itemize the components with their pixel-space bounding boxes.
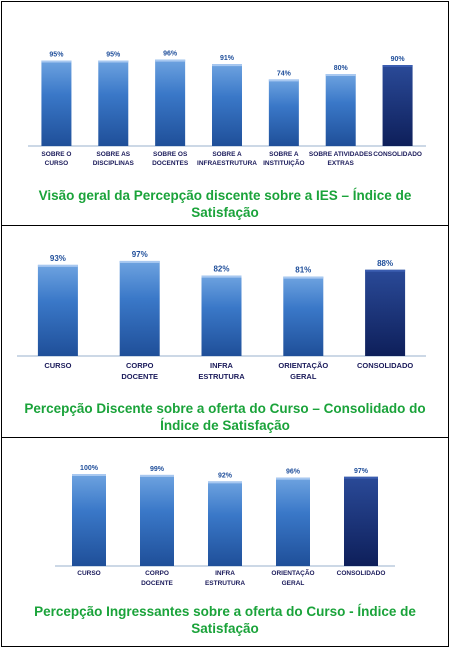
data-label: 95% [106,52,121,59]
chart-course-consolidated: 93% CURSO 97% CORPO DOCENTE 82% INFRA ESTRUTURA… [9,232,434,392]
chart-freshmen: 100% CURSO 99% CORPO DOCENTE 92% INFRA ESTRUTUR… [50,446,400,598]
category-label: ORIENTAÇÃO GERAL [278,361,328,381]
bar-top-highlight [382,65,413,67]
data-label: 74% [277,70,292,77]
data-label: 88% [377,259,393,268]
bar [325,74,356,146]
bar [268,79,299,146]
bar-top-highlight [276,477,310,480]
data-label: 96% [286,469,301,476]
bar [98,60,129,146]
bar [201,275,242,356]
bar-top-highlight [72,474,106,476]
bar [140,474,174,566]
category-label: ORIENTAÇÃO GERAL [271,568,314,587]
bar [72,474,106,566]
section-divider [1,225,449,226]
bar-chart-svg: 100% CURSO 99% CORPO DOCENTE 92% INFRA ESTRUTUR… [50,446,400,598]
bar [344,476,378,566]
category-label: SOBRE OS DOCENTES [152,151,189,167]
data-label: 90% [391,56,406,63]
data-label: 91% [220,55,235,62]
category-label: INFRA ESTRUTURA [198,361,245,381]
chart-course-consolidated-caption: Percepção Discente sobre a oferta do Cur… [24,401,426,433]
data-label: 93% [50,254,66,263]
data-label: 92% [218,472,233,479]
data-label: 95% [49,52,64,59]
chart-freshmen-caption: Percepção Ingressantes sobre a oferta do… [34,604,416,636]
category-label: SOBRE A INFRAESTRUTURA [197,151,257,167]
category-label: CURSO [77,570,100,577]
category-label: SOBRE AS DISCIPLINAS [93,151,135,167]
bar-top-highlight [98,60,129,63]
bar-top-highlight [365,269,406,272]
bar-top-highlight [268,79,299,82]
category-label: CORPO DOCENTE [121,361,158,381]
bar-top-highlight [119,260,160,263]
bar [283,276,324,356]
chart-ies-overview-caption: Visão geral da Percepção discente sobre … [38,188,412,220]
data-label: 100% [80,465,99,472]
bar-top-highlight [37,264,78,267]
bar [41,60,72,146]
bar [155,59,186,146]
bar-chart-svg: 95% SOBRE O CURSO 95% SOBRE AS DISCIPLINAS 96%… [18,14,436,177]
category-label: CONSOLIDADO [357,361,413,370]
category-label: SOBRE O CURSO [41,151,71,167]
data-label: 96% [163,51,178,58]
category-label: SOBRE ATIVIDADES EXTRAS [309,151,373,167]
category-label: CORPO DOCENTE [141,570,173,587]
bar-top-highlight [212,64,242,67]
bar-top-highlight [41,60,72,63]
bar [37,264,78,356]
bar [365,269,406,356]
data-label: 81% [295,266,311,275]
category-label: SOBRE A INSTITUIÇÃO [263,151,305,167]
data-label: 82% [213,265,229,274]
data-label: 97% [354,468,369,475]
category-label: CONSOLIDADO [373,151,422,158]
bar [212,64,242,146]
bar-chart-svg: 93% CURSO 97% CORPO DOCENTE 82% INFRA ESTRUTURA… [9,232,434,392]
bar-top-highlight [140,474,174,477]
bar-top-highlight [155,59,186,62]
bar-top-highlight [283,276,324,279]
bar [382,65,413,146]
category-label: CONSOLIDADO [337,570,386,577]
data-label: 80% [334,65,349,72]
category-label: CURSO [44,361,71,370]
data-label: 99% [150,466,165,473]
bar [276,477,310,566]
bar-top-highlight [208,481,242,484]
category-label: INFRA ESTRUTURA [205,570,245,587]
chart-ies-overview: 95% SOBRE O CURSO 95% SOBRE AS DISCIPLINAS 96%… [18,14,436,177]
bar [208,481,242,566]
bar-top-highlight [325,74,356,76]
bar-top-highlight [201,275,242,278]
section-divider [1,437,449,438]
data-label: 97% [132,250,148,259]
bar [119,260,160,356]
bar-top-highlight [344,476,378,479]
